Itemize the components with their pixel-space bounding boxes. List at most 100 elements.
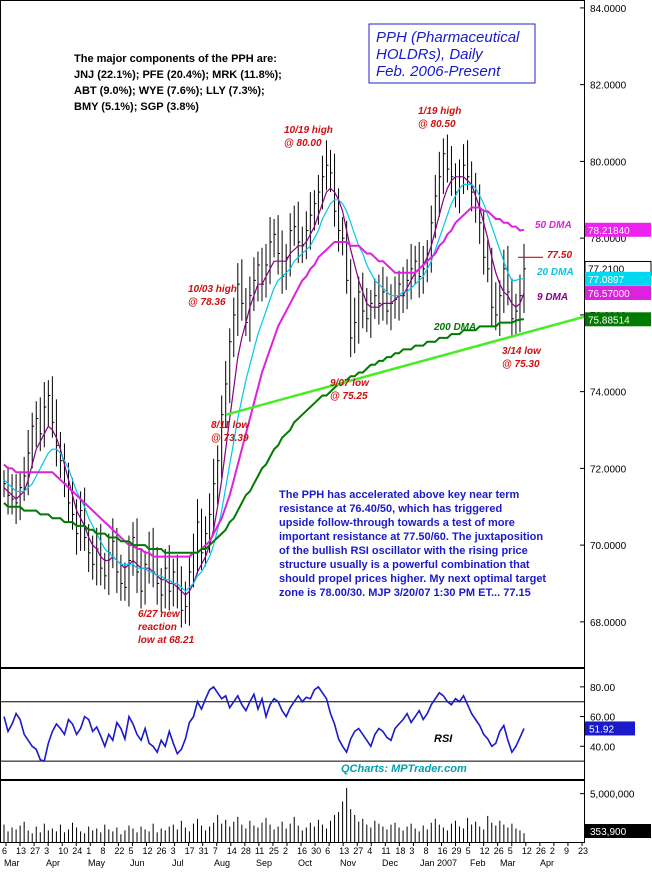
x-month-label: Aug — [214, 858, 230, 868]
x-tick-label: 2 — [283, 846, 288, 856]
label-50-dma: 50 DMA — [535, 220, 572, 231]
x-month-label: Apr — [46, 858, 60, 868]
x-tick-label: 3 — [44, 846, 49, 856]
annotation-3-14-low-l2: @ 75.30 — [502, 359, 540, 370]
x-month-label: Feb — [470, 858, 486, 868]
x-tick-label: 12 — [480, 846, 490, 856]
price-tick-label: 80.0000 — [590, 157, 627, 168]
annotation-6-27-low-l3: low at 68.21 — [138, 635, 195, 646]
price-tick-label: 70.0000 — [590, 541, 627, 552]
series-50-dma — [3, 206, 525, 558]
x-tick-label: 8 — [423, 846, 428, 856]
label-200-dma: 200 DMA — [433, 322, 476, 333]
price-tick-label: 68.0000 — [590, 618, 627, 629]
x-tick-label: 11 — [255, 846, 264, 856]
x-tick-label: 26 — [157, 846, 167, 856]
title-line-1: PPH (Pharmaceutical — [376, 29, 520, 46]
volume-tick-label: 5,000,000 — [590, 790, 635, 801]
price-tick-label: 84.0000 — [590, 4, 627, 15]
annotation-6-27-low-l1: 6/27 new — [138, 609, 181, 620]
x-tick-label: 3 — [409, 846, 414, 856]
x-tick-label: 2 — [550, 846, 555, 856]
annotation-1-19-high-l1: 1/19 high — [418, 106, 461, 117]
x-tick-label: 8 — [100, 846, 105, 856]
x-month-label: Sep — [256, 858, 272, 868]
rsi-tick-label: 60.00 — [590, 713, 615, 724]
x-tick-label: 5 — [466, 846, 471, 856]
x-month-label: Jun — [130, 858, 145, 868]
price-tag-label: 77.0897 — [588, 275, 625, 286]
price-tick-label: 74.0000 — [590, 388, 627, 399]
x-tick-label: 13 — [16, 846, 26, 856]
x-tick-label: 29 — [452, 846, 462, 856]
x-month-label: May — [88, 858, 106, 868]
price-tick-label: 72.0000 — [590, 464, 627, 475]
rsi-panel-frame — [0, 668, 585, 780]
price-tag-box — [585, 286, 651, 301]
x-tick-label: 14 — [227, 846, 237, 856]
series-9-dma — [3, 176, 525, 596]
title-line-2: HOLDRs), Daily — [376, 46, 484, 63]
annotation-9-07-low-l2: @ 75.25 — [330, 391, 368, 402]
rsi-line — [3, 685, 525, 763]
annotation-10-19-high-l1: 10/19 high — [284, 125, 333, 136]
x-tick-label: 25 — [269, 846, 279, 856]
x-tick-label: 27 — [353, 846, 363, 856]
x-tick-label: 23 — [578, 846, 588, 856]
x-tick-label: 30 — [311, 846, 321, 856]
x-tick-label: 17 — [185, 846, 195, 856]
x-tick-label: 9 — [564, 846, 569, 856]
price-tag-label: 78.21840 — [588, 226, 630, 237]
x-tick-label: 12 — [142, 846, 152, 856]
commentary-line-8: zone is 78.00/30. MJP 3/20/07 1:30 PM ET… — [279, 587, 531, 599]
x-tick-label: 5 — [128, 846, 133, 856]
x-tick-label: 31 — [199, 846, 209, 856]
series-200-dma — [3, 318, 525, 554]
x-tick-label: 1 — [86, 846, 91, 856]
x-month-label: Jan 2007 — [420, 858, 457, 868]
x-month-label: Nov — [340, 858, 357, 868]
resistance-label: 77.50 — [547, 250, 572, 261]
commentary-line-7: should propel prices higher. My next opt… — [279, 573, 546, 585]
x-month-label: Dec — [382, 858, 399, 868]
price-tag-box — [585, 312, 651, 327]
components-line-2: JNJ (22.1%); PFE (20.4%); MRK (11.8%); — [74, 69, 282, 81]
rsi-tick-label: 80.00 — [590, 683, 615, 694]
x-tick-label: 22 — [114, 846, 124, 856]
x-tick-label: 7 — [213, 846, 218, 856]
price-tag-box — [585, 222, 651, 237]
commentary-line-4: important resistance at 77.50/60. The ju… — [279, 531, 543, 543]
price-tag-label: 77.2100 — [588, 264, 625, 275]
x-tick-label: 26 — [494, 846, 504, 856]
x-tick-label: 27 — [30, 846, 40, 856]
annotation-10-03-high-l2: @ 78.36 — [188, 297, 226, 308]
price-tick-label: 82.0000 — [590, 81, 627, 92]
title-line-3: Feb. 2006-Present — [376, 63, 501, 80]
annotation-6-27-low-l2: reaction — [138, 622, 177, 633]
x-tick-label: 12 — [522, 846, 532, 856]
volume-current-label: 353,900 — [590, 827, 627, 838]
volume-current-box — [585, 824, 651, 838]
x-tick-label: 3 — [171, 846, 176, 856]
commentary-line-3: upside follow-through towards a test of … — [279, 517, 515, 529]
annotation-10-03-high-l1: 10/03 high — [188, 284, 237, 295]
rsi-current-label: 51.92 — [589, 724, 614, 735]
rsi-current-box — [585, 721, 635, 736]
rsi-label: RSI — [434, 733, 453, 745]
x-tick-label: 28 — [241, 846, 251, 856]
support-trendline — [225, 315, 585, 416]
x-tick-label: 24 — [72, 846, 82, 856]
x-tick-label: 5 — [508, 846, 513, 856]
price-tick-label: 78.0000 — [590, 234, 627, 245]
label-9-dma: 9 DMA — [537, 292, 568, 303]
price-tag-label: 76.57000 — [588, 289, 630, 300]
x-tick-label: 6 — [2, 846, 7, 856]
x-month-label: Apr — [540, 858, 554, 868]
annotations: 1/19 high @ 80.50 10/19 high @ 80.00 10/… — [138, 106, 542, 646]
x-tick-label: 11 — [381, 846, 390, 856]
x-tick-label: 26 — [536, 846, 546, 856]
commentary: The PPH has accelerated above key near t… — [279, 489, 546, 599]
commentary-line-6: structure usually is a powerful combinat… — [279, 559, 530, 571]
volume-panel-frame — [0, 780, 585, 843]
